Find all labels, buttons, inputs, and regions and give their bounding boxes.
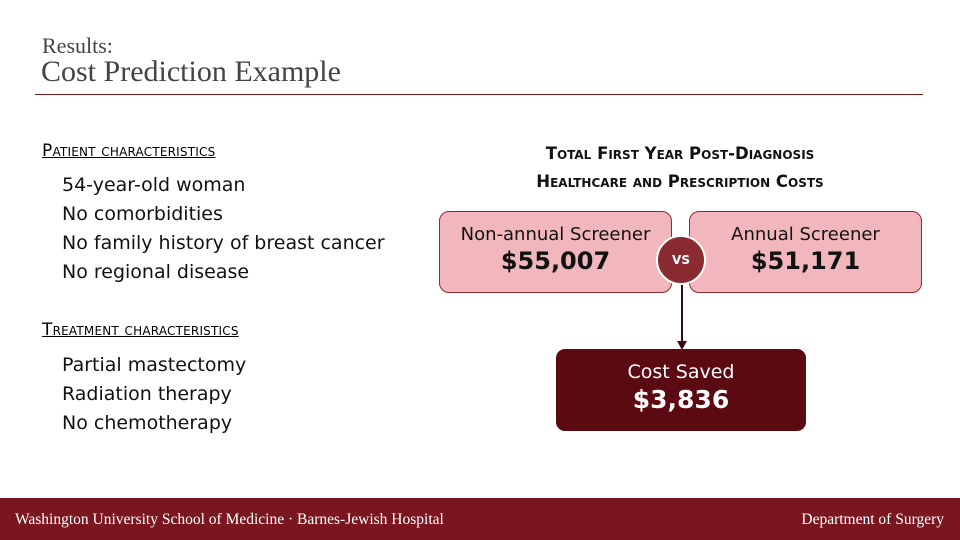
non-annual-screener-box: Non-annual Screener $55,007 (439, 211, 672, 293)
list-item: Radiation therapy (62, 383, 232, 405)
annual-screener-cost: $51,171 (750, 247, 861, 275)
non-annual-screener-cost: $55,007 (500, 247, 611, 275)
slide-title: Cost Prediction Example (41, 55, 341, 88)
slide-subtitle: Results: (42, 33, 113, 58)
costs-heading-line-1: Total First Year Post-Diagnosis (545, 144, 815, 163)
costs-heading-line-2: Healthcare and Prescription Costs (536, 172, 824, 191)
annual-screener-label: Annual Screener (731, 224, 880, 245)
patient-characteristics-heading: Patient characteristics (42, 141, 216, 161)
cost-saved-label: Cost Saved (627, 361, 735, 383)
list-item: No comorbidities (62, 203, 223, 225)
treatment-characteristics-heading: Treatment characteristics (42, 320, 239, 340)
down-arrow-icon (677, 278, 687, 350)
non-annual-screener-label: Non-annual Screener (460, 224, 651, 245)
list-item: No family history of breast cancer (62, 232, 385, 254)
list-item: No chemotherapy (62, 412, 233, 434)
list-item: Partial mastectomy (62, 354, 247, 376)
title-divider (35, 94, 923, 95)
cost-saved-value: $3,836 (632, 385, 730, 414)
list-item: 54-year-old woman (62, 174, 246, 196)
footer-department: Department of Surgery (801, 511, 944, 528)
annual-screener-box: Annual Screener $51,171 (689, 211, 922, 293)
patient-characteristics-list: 54-year-old woman No comorbidities No fa… (62, 171, 385, 287)
vs-badge: VS (656, 235, 706, 285)
costs-heading: Total First Year Post-Diagnosis Healthca… (470, 140, 890, 196)
footer-bar: Washington University School of Medicine… (0, 498, 960, 540)
cost-saved-box: Cost Saved $3,836 (556, 349, 806, 431)
list-item: No regional disease (62, 261, 250, 283)
treatment-characteristics-list: Partial mastectomy Radiation therapy No … (62, 351, 246, 438)
footer-institution: Washington University School of Medicine… (15, 511, 444, 528)
